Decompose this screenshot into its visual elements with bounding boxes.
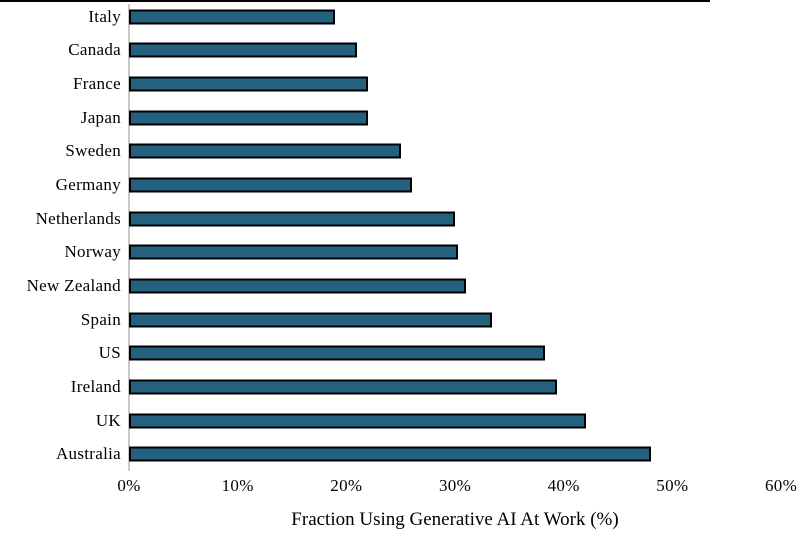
bar-row: Ireland bbox=[0, 370, 809, 404]
bar bbox=[129, 211, 455, 227]
bar-track bbox=[121, 34, 809, 68]
bar-row: France bbox=[0, 67, 809, 101]
category-label: Germany bbox=[55, 175, 121, 195]
bar-row: US bbox=[0, 336, 809, 370]
category-label: US bbox=[98, 343, 121, 363]
bar-row: Germany bbox=[0, 168, 809, 202]
bar bbox=[129, 76, 369, 92]
x-tick-label: 30% bbox=[438, 476, 472, 495]
bar-row: Italy bbox=[0, 0, 809, 34]
category-label: Ireland bbox=[70, 376, 121, 396]
bar-track bbox=[121, 0, 809, 34]
x-axis-tick-labels: 0% 10% 20% 30% 40% 50% 60% bbox=[0, 476, 809, 498]
category-label: Sweden bbox=[65, 141, 121, 161]
bar bbox=[129, 345, 546, 361]
x-axis-title: Fraction Using Generative AI At Work (%) bbox=[291, 509, 619, 530]
bar-track bbox=[121, 236, 809, 270]
bar-row: Japan bbox=[0, 101, 809, 135]
bar bbox=[129, 244, 459, 260]
category-label: France bbox=[72, 74, 121, 94]
x-tick-label: 0% bbox=[117, 476, 141, 495]
category-label: Italy bbox=[88, 6, 121, 26]
bar-track bbox=[121, 101, 809, 135]
bar bbox=[129, 42, 358, 58]
bar-row: Sweden bbox=[0, 135, 809, 169]
bar bbox=[129, 110, 369, 126]
x-tick-label: 40% bbox=[547, 476, 580, 495]
bar-row: UK bbox=[0, 404, 809, 438]
bars-area: Italy Canada France Japan Sweden Germany Nethe… bbox=[0, 0, 809, 471]
bar bbox=[129, 446, 651, 462]
category-label: UK bbox=[95, 410, 121, 430]
category-label: Spain bbox=[80, 309, 121, 329]
x-tick-label: 10% bbox=[221, 476, 254, 495]
bar bbox=[129, 312, 492, 328]
bar-row: Netherlands bbox=[0, 202, 809, 236]
category-label: Australia bbox=[55, 444, 121, 464]
category-label: New Zealand bbox=[26, 275, 121, 295]
bar bbox=[129, 278, 466, 294]
frame-top-border bbox=[0, 0, 710, 2]
bar bbox=[129, 143, 401, 159]
bar-track bbox=[121, 303, 809, 337]
category-label: Netherlands bbox=[35, 208, 121, 228]
bar-track bbox=[121, 67, 809, 101]
bar-row: Spain bbox=[0, 303, 809, 337]
category-label: Canada bbox=[68, 40, 121, 60]
x-tick-label: 50% bbox=[656, 476, 689, 495]
bar-row: Australia bbox=[0, 437, 809, 471]
bar-track bbox=[121, 202, 809, 236]
bar bbox=[129, 177, 412, 193]
bar-track bbox=[121, 437, 809, 471]
bar-track bbox=[121, 370, 809, 404]
bar bbox=[129, 413, 587, 429]
category-label: Japan bbox=[80, 107, 121, 127]
bar-track bbox=[121, 336, 809, 370]
bar-track bbox=[121, 404, 809, 438]
bar bbox=[129, 379, 558, 395]
bar-row: New Zealand bbox=[0, 269, 809, 303]
y-axis-line bbox=[128, 4, 130, 471]
bar bbox=[129, 9, 336, 25]
bar-track bbox=[121, 135, 809, 169]
bar-track bbox=[121, 269, 809, 303]
x-tick-label: 60% bbox=[764, 476, 798, 495]
bar-row: Norway bbox=[0, 236, 809, 270]
bar-row: Canada bbox=[0, 34, 809, 68]
x-tick-label: 20% bbox=[330, 476, 363, 495]
bar-track bbox=[121, 168, 809, 202]
category-label: Norway bbox=[64, 242, 121, 262]
